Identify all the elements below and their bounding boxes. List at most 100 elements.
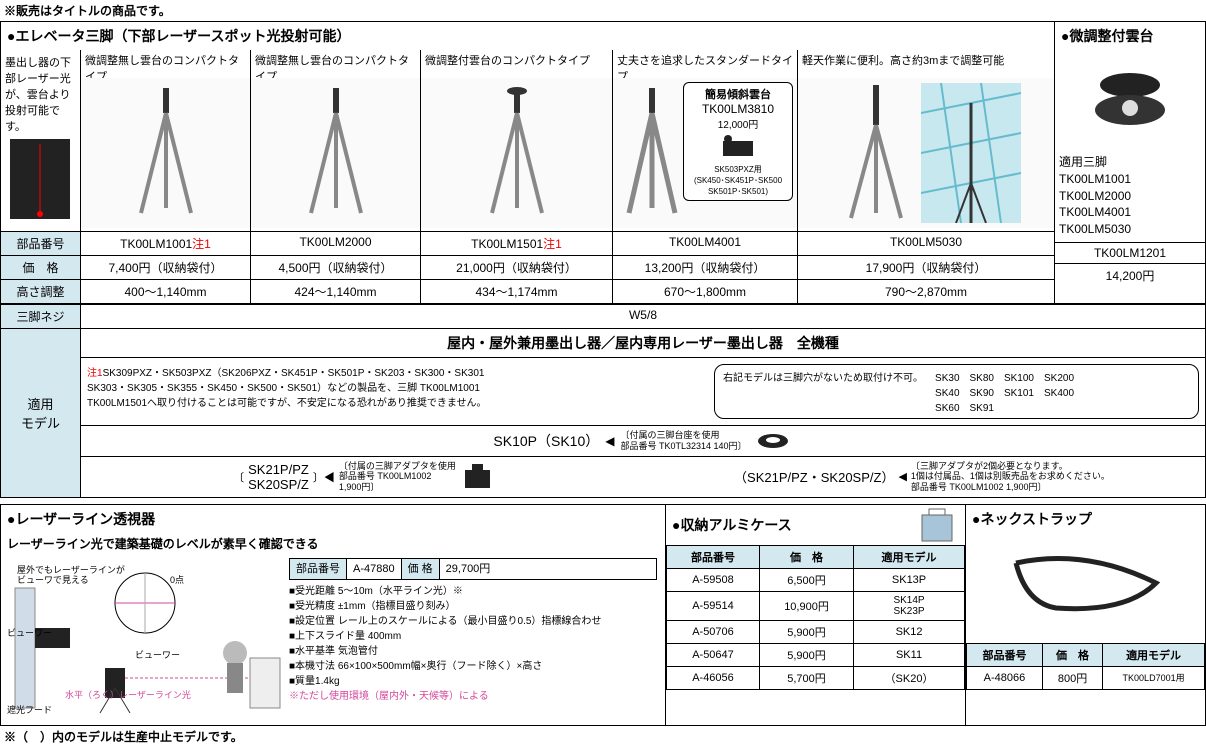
price-cell: 7,400円（収納袋付） [81, 256, 251, 279]
part-cell: TK00LM2000 [251, 232, 421, 255]
strap-icon [996, 543, 1176, 633]
height-cell: 424～1,140mm [251, 280, 421, 303]
td: （SK20） [854, 666, 965, 689]
main-container: ●エレベータ三脚（下部レーザースポット光投射可能） 墨出し器の下部レーザー光が、… [0, 21, 1206, 498]
tilt-price: 12,000円 [687, 116, 789, 131]
td: SK12 [854, 620, 965, 643]
spec-part-label: 部品番号 [290, 559, 347, 580]
part-cell: TK00LM5030 [798, 232, 1054, 255]
tripod-col-2: 微調整無し雲台のコンパクトタイプ [251, 50, 421, 231]
adapt-section: 適用 モデル 屋内・屋外兼用墨出し器／屋内専用レーザー墨出し器 全機種 注1SK… [1, 328, 1205, 497]
part-cell: TK00LM1501注1 [421, 232, 613, 255]
spec-line: ■本機寸法 66×100×500mm幅×奥行（フード除く）×高さ [289, 659, 657, 674]
side-label-text: 墨出し器の下部レーザー光が、雲台より投射可能です。 [5, 54, 76, 134]
adapt-header: 屋内・屋外兼用墨出し器／屋内専用レーザー墨出し器 全機種 [81, 329, 1205, 358]
td: A-59508 [667, 568, 760, 591]
adapt-label: 適用 モデル [1, 329, 81, 497]
svg-text:遮光フード: 遮光フード [7, 704, 52, 715]
tripod-desc: 丈夫さを追求したスタンダードタイプ [613, 50, 797, 78]
list-item: TK00LM1001 [1059, 171, 1201, 188]
screw-value: W5/8 [81, 305, 1205, 328]
bottom-note: ※（ ）内のモデルは生産中止モデルです。 [0, 726, 1206, 747]
list-item: TK00LM2000 [1059, 188, 1201, 205]
tilt-code: TK00LM3810 [687, 102, 789, 116]
elevator-side-label: 墨出し器の下部レーザー光が、雲台より投射可能です。 [1, 50, 81, 231]
fine-adj-icon [1085, 60, 1175, 140]
spec-part: A-47880 [347, 559, 402, 580]
svg-text:ビューワー: ビューワー [7, 628, 52, 638]
tripod-col-1: 微調整無し雲台のコンパクトタイプ [81, 50, 251, 231]
tripod-desc: 微調整無し雲台のコンパクトタイプ [251, 50, 420, 78]
td: TK00LD7001用 [1103, 666, 1205, 689]
adapt-note1: 注1SK309PXZ・SK503PXZ（SK206PXZ・SK451P・SK50… [87, 364, 694, 419]
tripod-icon [121, 83, 211, 223]
height-cell: 790～2,870mm [798, 280, 1054, 303]
tilt-models: SK503PXZ用 (SK450･SK451P･SK500 SK501P･SK5… [687, 164, 789, 197]
price-cell: 13,200円（収納袋付） [613, 256, 798, 279]
alumi-table: 部品番号価 格適用モデル A-595086,500円SK13P A-595141… [666, 545, 965, 690]
th: 適用モデル [854, 545, 965, 568]
svg-text:ビューワで見える: ビューワで見える [17, 575, 89, 585]
spec-line: ■質量1.4kg [289, 674, 657, 689]
elevator-section: ●エレベータ三脚（下部レーザースポット光投射可能） 墨出し器の下部レーザー光が、… [1, 22, 1055, 303]
td: 10,900円 [759, 591, 853, 620]
spec-line: ■上下スライド量 400mm [289, 629, 657, 644]
ceiling-icon [921, 83, 1021, 223]
neck-table: 部品番号価 格適用モデル A-48066800円TK00LD7001用 [966, 643, 1205, 690]
height-cell: 400～1,140mm [81, 280, 251, 303]
laser-viewer-section: ●レーザーライン透視器 レーザーライン光で建築基礎のレベルが素早く確認できる [0, 504, 666, 726]
spec-line: ■受光距離 5～10m（水平ライン光）※ [289, 584, 657, 599]
td: SK13P [854, 568, 965, 591]
tripod-desc: 微調整付雲台のコンパクトタイプ [421, 50, 612, 78]
laser-title: ●レーザーライン透視器 [1, 505, 665, 533]
laser-spot-icon [5, 134, 75, 224]
price-label: 価 格 [1, 256, 81, 279]
adapt-note-right: 右記モデルは三脚穴がないため取付け不可。 SK30 SK80 SK100 SK2… [714, 364, 1199, 419]
tilt-title: 簡易傾斜雲台 [687, 86, 789, 102]
fine-adj-section: ●微調整付雲台 適用三脚 TK00LM1001 TK00LM2000 TK00L… [1055, 22, 1205, 303]
height-cell: 434～1,174mm [421, 280, 613, 303]
td: 5,900円 [759, 620, 853, 643]
td: SK14P SK23P [854, 591, 965, 620]
adapter-icon [460, 462, 495, 492]
td: 800円 [1042, 666, 1102, 689]
td: A-59514 [667, 591, 760, 620]
th: 価 格 [1042, 643, 1102, 666]
price-cell: 17,900円（収納袋付） [798, 256, 1054, 279]
th: 部品番号 [967, 643, 1043, 666]
list-item: TK00LM4001 [1059, 204, 1201, 221]
tripod-col-4: 丈夫さを追求したスタンダードタイプ 簡易傾斜雲台 TK00LM3810 12,0… [613, 50, 798, 231]
spec-line: ■設定位置 レール上のスケールによる（最小目盛り0.5）指標線合わせ [289, 614, 657, 629]
tripod-icon [472, 83, 562, 223]
th: 適用モデル [1103, 643, 1205, 666]
th: 部品番号 [667, 545, 760, 568]
neck-section: ●ネックストラップ 部品番号価 格適用モデル A-48066800円TK00LD… [966, 504, 1206, 726]
ring-icon [753, 431, 793, 451]
spec-price: 29,700円 [440, 559, 497, 580]
laser-diagram-svg: 屋外でもレーザーラインが ビューワで見える ビューワー 遮光フード 0点 ビュー… [5, 558, 285, 718]
price-cell: 21,000円（収納袋付） [421, 256, 613, 279]
td: A-50647 [667, 643, 760, 666]
laser-diagram: 屋外でもレーザーラインが ビューワで見える ビューワー 遮光フード 0点 ビュー… [5, 558, 285, 721]
td: SK11 [854, 643, 965, 666]
svg-text:0点: 0点 [170, 575, 184, 585]
svg-text:屋外でもレーザーラインが: 屋外でもレーザーラインが [17, 564, 125, 575]
alumi-section: ●収納アルミケース 部品番号価 格適用モデル A-595086,500円SK13… [666, 504, 966, 726]
screw-label: 三脚ネジ [1, 305, 81, 328]
fine-adj-price: 14,200円 [1055, 263, 1205, 287]
top-note: ※販売はタイトルの商品です。 [0, 0, 1206, 21]
adapt-sk21: 〔SK21P/PZ SK20SP/Z〕◀ 〔付属の三脚アダプタを使用 部品番号 … [81, 457, 1205, 497]
part-cell: TK00LM4001 [613, 232, 798, 255]
laser-specs: 部品番号 A-47880 価 格 29,700円 ■受光距離 5～10m（水平ラ… [285, 558, 661, 721]
height-label: 高さ調整 [1, 280, 81, 303]
spec-line: ※ただし使用環境（屋内外・天候等）による [289, 689, 657, 704]
adapt-sk10: SK10P（SK10） ◀ 〔付属の三脚台座を使用 部品番号 TK0TL3231… [81, 426, 1205, 457]
laser-subtitle: レーザーライン光で建築基礎のレベルが素早く確認できる [1, 533, 665, 554]
price-cell: 4,500円（収納袋付） [251, 256, 421, 279]
tripod-col-5: 軽天作業に便利。高さ約3mまで調整可能 [798, 50, 1054, 231]
tripod-desc: 軽天作業に便利。高さ約3mまで調整可能 [798, 50, 1054, 78]
spec-price-label: 価 格 [402, 559, 440, 580]
fine-adj-label: 適用三脚 [1059, 154, 1201, 171]
spec-line: ■受光精度 ±1mm（指標目盛り刻み） [289, 599, 657, 614]
tripod-desc: 微調整無し雲台のコンパクトタイプ [81, 50, 250, 78]
